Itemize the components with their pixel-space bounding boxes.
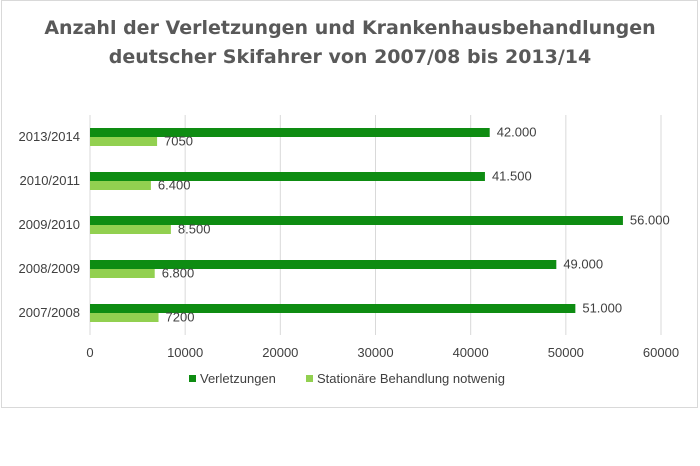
- data-label: 6.400: [158, 178, 191, 193]
- x-tick-label: 30000: [357, 345, 393, 360]
- x-tick-label: 50000: [548, 345, 584, 360]
- chart-frame: [1, 0, 698, 408]
- data-label: 7050: [164, 134, 193, 149]
- bar-stationaer: [90, 137, 158, 146]
- data-label: 49.000: [563, 257, 603, 272]
- chart-title-line: deutscher Skifahrer von 2007/08 bis 2013…: [109, 46, 592, 68]
- legend-label: Verletzungen: [200, 371, 276, 386]
- data-label: 41.500: [492, 169, 532, 184]
- bar-stationaer: [90, 313, 159, 322]
- category-label: 2008/2009: [19, 261, 80, 276]
- bar-stationaer: [90, 181, 151, 190]
- data-label: 51.000: [582, 301, 622, 316]
- bar-verletzungen: [90, 304, 576, 313]
- x-tick-label: 40000: [453, 345, 489, 360]
- legend-swatch: [306, 375, 313, 382]
- category-label: 2007/2008: [19, 305, 80, 320]
- data-label: 6.800: [162, 266, 195, 281]
- data-label: 42.000: [497, 125, 537, 140]
- data-label: 8.500: [178, 222, 211, 237]
- legend-label: Stationäre Behandlung notwenig: [317, 371, 505, 386]
- legend-swatch: [189, 375, 196, 382]
- bar-verletzungen: [90, 216, 623, 225]
- chart-title-line: Anzahl der Verletzungen und Krankenhausb…: [44, 17, 655, 39]
- x-tick-label: 10000: [167, 345, 203, 360]
- category-label: 2013/2014: [19, 129, 80, 144]
- data-label: 56.000: [630, 213, 670, 228]
- x-tick-label: 20000: [262, 345, 298, 360]
- bar-verletzungen: [90, 260, 557, 269]
- bar-verletzungen: [90, 128, 490, 137]
- category-label: 2009/2010: [19, 217, 80, 232]
- bar-stationaer: [90, 225, 171, 234]
- bar-verletzungen: [90, 172, 485, 181]
- data-label: 7200: [166, 310, 195, 325]
- bar-stationaer: [90, 269, 155, 278]
- category-label: 2010/2011: [20, 173, 81, 188]
- x-tick-label: 60000: [643, 345, 679, 360]
- x-tick-label: 0: [86, 345, 93, 360]
